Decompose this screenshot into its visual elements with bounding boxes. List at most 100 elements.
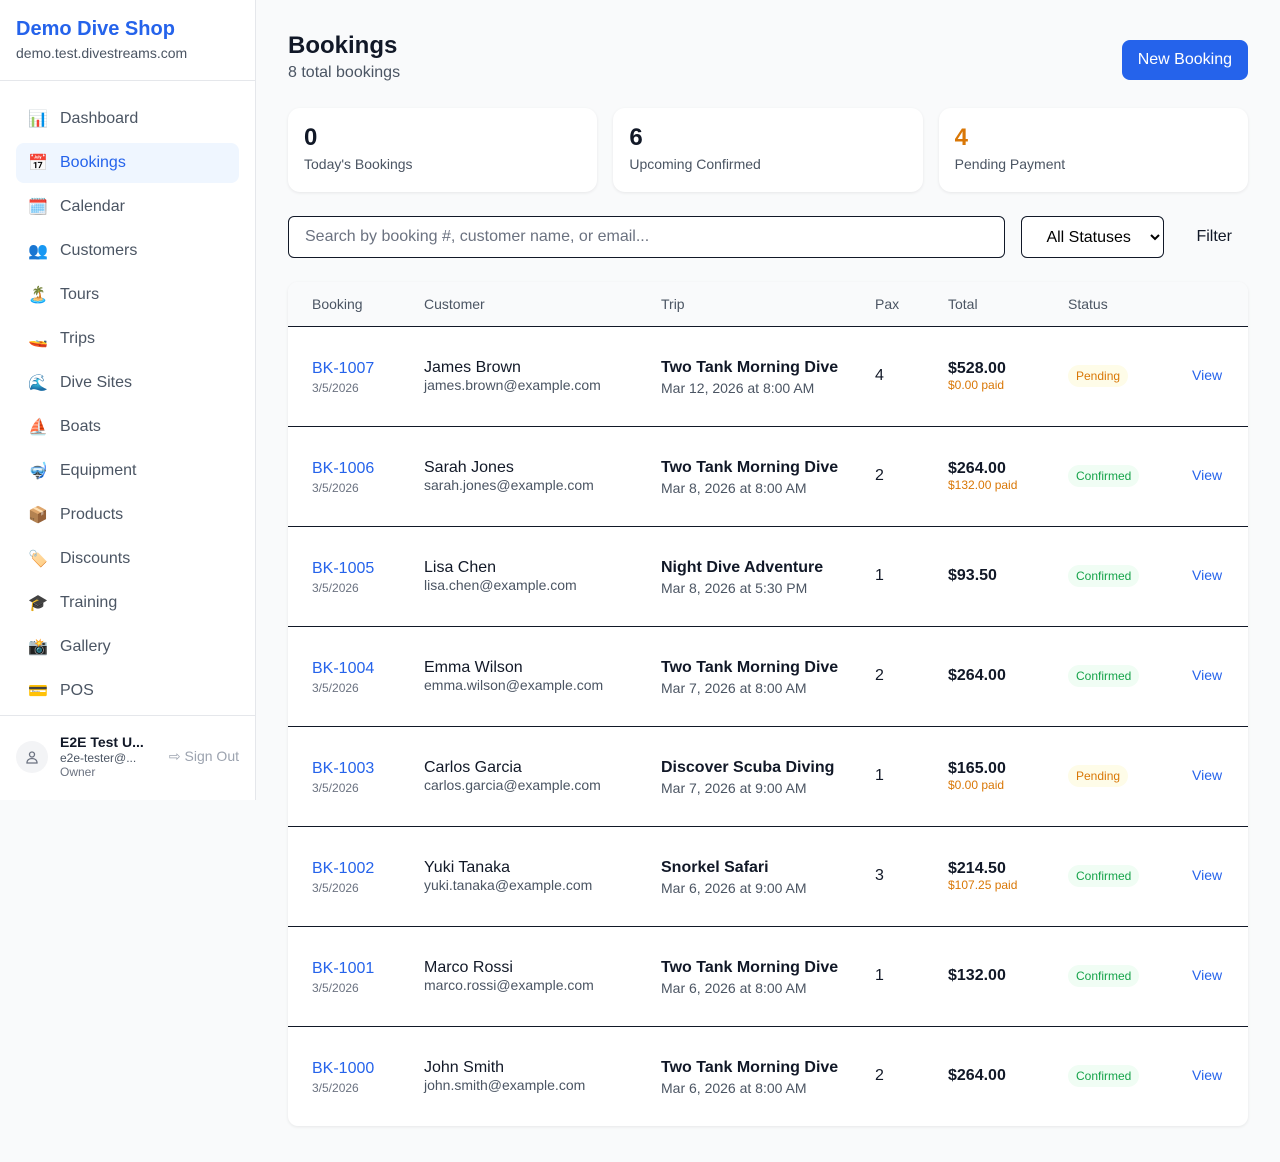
user-email: e2e-tester@... bbox=[60, 750, 137, 765]
customer-cell: Lisa Chen lisa.chen@example.com bbox=[400, 526, 637, 627]
page-subtitle: 8 total bookings bbox=[288, 64, 401, 81]
camera-icon: 📸 bbox=[28, 639, 48, 656]
customer-name: John Smith bbox=[424, 1059, 505, 1077]
pax-cell: 4 bbox=[851, 326, 924, 427]
sign-out-button[interactable]: ⇨ Sign Out bbox=[169, 748, 239, 765]
table-row: BK-1000 3/5/2026 John Smith john.smith@exa… bbox=[288, 1026, 1248, 1126]
pax-cell: 1 bbox=[851, 926, 924, 1027]
brand-domain: demo.test.divestreams.com bbox=[16, 45, 188, 61]
booking-date: 3/5/2026 bbox=[312, 481, 359, 495]
paid-amount: $0.00 paid bbox=[948, 778, 1005, 792]
booking-link[interactable]: BK-1006 bbox=[312, 460, 375, 477]
pax-cell: 2 bbox=[875, 1067, 884, 1085]
booking-link[interactable]: BK-1004 bbox=[312, 660, 375, 677]
trip-name: Two Tank Morning Dive bbox=[661, 659, 839, 676]
bookings-table: Booking Customer Trip Pax Total Status BK-100… bbox=[288, 282, 1248, 1126]
sidebar-item-label: Training bbox=[60, 594, 118, 611]
sidebar-item-discounts[interactable]: 🏷️ Discounts bbox=[16, 539, 239, 579]
sidebar-item-customers[interactable]: 👥 Customers bbox=[16, 231, 239, 271]
view-link[interactable]: View bbox=[1192, 1067, 1223, 1084]
view-link[interactable]: View bbox=[1192, 467, 1223, 483]
graduation-cap-icon: 🎓 bbox=[28, 595, 48, 612]
action-cell: View bbox=[1168, 1026, 1248, 1126]
status-badge: Confirmed bbox=[1068, 665, 1140, 687]
wave-icon: 🌊 bbox=[28, 375, 48, 392]
sidebar-item-label: Bookings bbox=[60, 154, 126, 171]
user-role: Owner bbox=[60, 765, 96, 780]
booking-link[interactable]: BK-1000 bbox=[312, 1060, 375, 1078]
filter-button[interactable]: Filter bbox=[1180, 228, 1248, 246]
sidebar-item-products[interactable]: 📦 Products bbox=[16, 495, 239, 535]
booking-link[interactable]: BK-1005 bbox=[312, 560, 375, 577]
trip-date: Mar 7, 2026 at 8:00 AM bbox=[661, 680, 807, 696]
total-cell: $165.00 $0.00 paid bbox=[924, 726, 1044, 827]
brand-name[interactable]: Demo Dive Shop bbox=[16, 18, 175, 40]
view-link[interactable]: View bbox=[1192, 767, 1223, 783]
action-cell: View bbox=[1168, 326, 1248, 427]
sidebar-item-dive-sites[interactable]: 🌊 Dive Sites bbox=[16, 363, 239, 403]
sidebar-item-equipment[interactable]: 🤿 Equipment bbox=[16, 451, 239, 491]
stat-label: Today's Bookings bbox=[304, 156, 413, 172]
action-cell: View bbox=[1168, 926, 1248, 1027]
main-content: Bookings 8 total bookings New Booking 0 … bbox=[288, 32, 1248, 1126]
sailboat-icon: ⛵ bbox=[28, 419, 48, 436]
sidebar-item-bookings[interactable]: 📅 Bookings bbox=[16, 143, 239, 183]
total-amount: $214.50 bbox=[948, 860, 1006, 877]
status-badge: Confirmed bbox=[1068, 465, 1140, 487]
total-cell: $264.00 bbox=[924, 1026, 1044, 1126]
total-cell: $93.50 bbox=[924, 526, 1044, 627]
status-select[interactable]: All Statuses bbox=[1021, 216, 1165, 258]
view-link[interactable]: View bbox=[1192, 367, 1223, 383]
sidebar-item-label: POS bbox=[60, 682, 94, 699]
bookings-table-container: Booking Customer Trip Pax Total Status BK-100… bbox=[288, 282, 1248, 1126]
customer-cell: Sarah Jones sarah.jones@example.com bbox=[400, 426, 637, 527]
search-input[interactable] bbox=[288, 216, 1006, 258]
sidebar-item-trips[interactable]: 🚤 Trips bbox=[16, 319, 239, 359]
view-link[interactable]: View bbox=[1192, 567, 1223, 583]
customer-email: john.smith@example.com bbox=[424, 1077, 586, 1094]
page-title: Bookings bbox=[288, 32, 398, 59]
sidebar-item-label: Gallery bbox=[60, 638, 111, 655]
customer-email: emma.wilson@example.com bbox=[424, 677, 604, 693]
action-cell: View bbox=[1168, 626, 1248, 727]
booking-cell: BK-1006 3/5/2026 bbox=[288, 426, 400, 527]
action-cell: View bbox=[1168, 726, 1248, 827]
booking-cell: BK-1004 3/5/2026 bbox=[288, 626, 400, 727]
view-link[interactable]: View bbox=[1192, 667, 1223, 683]
pax-cell: 2 bbox=[851, 426, 924, 527]
sidebar-item-label: Dive Sites bbox=[60, 374, 133, 391]
sidebar-item-calendar[interactable]: 🗓️ Calendar bbox=[16, 187, 239, 227]
paid-amount: $132.00 paid bbox=[948, 478, 1018, 492]
booking-date: 3/5/2026 bbox=[312, 1081, 359, 1096]
new-booking-button[interactable]: New Booking bbox=[1121, 40, 1248, 80]
sidebar-item-boats[interactable]: ⛵ Boats bbox=[16, 407, 239, 447]
column-header: Status bbox=[1044, 282, 1168, 327]
trip-name: Two Tank Morning Dive bbox=[661, 359, 839, 376]
pax-cell: 1 bbox=[851, 526, 924, 627]
trip-date: Mar 6, 2026 at 8:00 AM bbox=[661, 980, 807, 996]
booking-link[interactable]: BK-1007 bbox=[312, 360, 375, 377]
sidebar-item-pos[interactable]: 💳 POS bbox=[16, 671, 239, 711]
booking-link[interactable]: BK-1003 bbox=[312, 760, 375, 777]
sidebar-item-label: Discounts bbox=[60, 550, 131, 567]
sidebar-item-dashboard[interactable]: 📊 Dashboard bbox=[16, 99, 239, 139]
column-header: Pax bbox=[851, 282, 924, 327]
total-amount: $264.00 bbox=[948, 1067, 1006, 1085]
trip-cell: Two Tank Morning Dive Mar 6, 2026 at 8:00… bbox=[637, 926, 851, 1027]
sidebar-item-tours[interactable]: 🏝️ Tours bbox=[16, 275, 239, 315]
bar-chart-icon: 📊 bbox=[28, 111, 48, 128]
brand: Demo Dive Shop demo.test.divestreams.com bbox=[0, 0, 255, 81]
trip-cell: Discover Scuba Diving Mar 7, 2026 at 9:00… bbox=[637, 726, 851, 827]
trip-name: Two Tank Morning Dive bbox=[661, 959, 839, 976]
view-link[interactable]: View bbox=[1192, 867, 1223, 883]
stat-label: Pending Payment bbox=[954, 156, 1066, 172]
view-link[interactable]: View bbox=[1192, 967, 1223, 983]
customer-cell: Carlos Garcia carlos.garcia@example.com bbox=[400, 726, 637, 827]
booking-link[interactable]: BK-1001 bbox=[312, 960, 375, 977]
pax-cell: 1 bbox=[851, 726, 924, 827]
sidebar-item-gallery[interactable]: 📸 Gallery bbox=[16, 627, 239, 667]
status-badge: Confirmed bbox=[1068, 1065, 1140, 1088]
booking-link[interactable]: BK-1002 bbox=[312, 860, 375, 877]
sidebar-item-training[interactable]: 🎓 Training bbox=[16, 583, 239, 623]
trip-date: Mar 12, 2026 at 8:00 AM bbox=[661, 380, 815, 396]
